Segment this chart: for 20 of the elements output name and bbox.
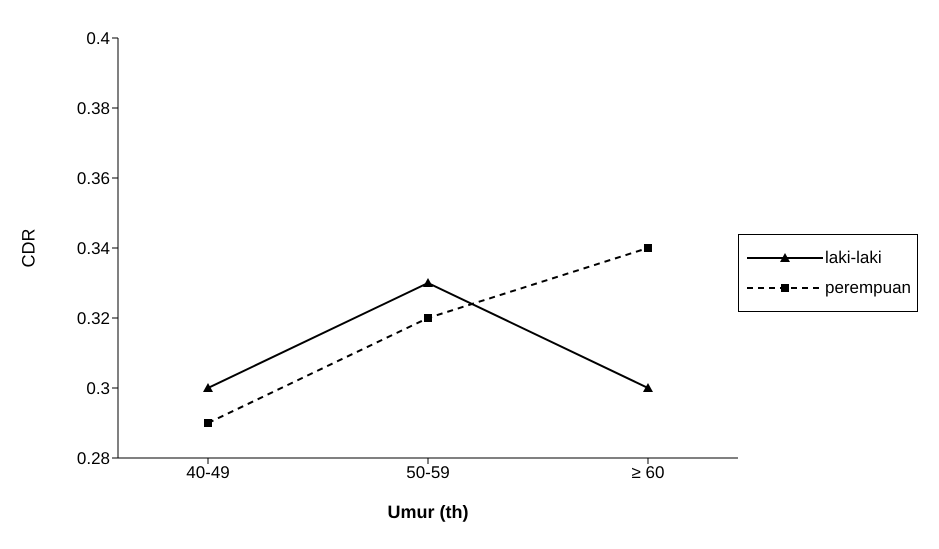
x-tick-label: 40-49 [186,463,230,482]
point [424,314,432,322]
x-tick-label: ≥ 60 [632,463,664,482]
y-axis-title: CDR [18,228,38,268]
legend-label: laki-laki [824,248,882,268]
y-tick-label: 0.4 [86,29,110,48]
x-axis-title: Umur (th) [388,502,468,522]
y-tick-label: 0.34 [76,239,110,258]
point [203,383,213,392]
point [204,419,212,427]
y-tick-label: 0.38 [76,99,110,118]
legend-label: perempuan [824,278,911,298]
point [422,278,433,287]
point [642,383,653,392]
y-tick-label: 0.28 [76,449,110,468]
x-tick-label: 50-59 [406,463,450,482]
y-tick-label: 0.32 [76,309,110,328]
y-tick-label: 0.36 [76,169,110,188]
y-tick-label: 0.3 [86,379,110,398]
point [644,244,652,252]
